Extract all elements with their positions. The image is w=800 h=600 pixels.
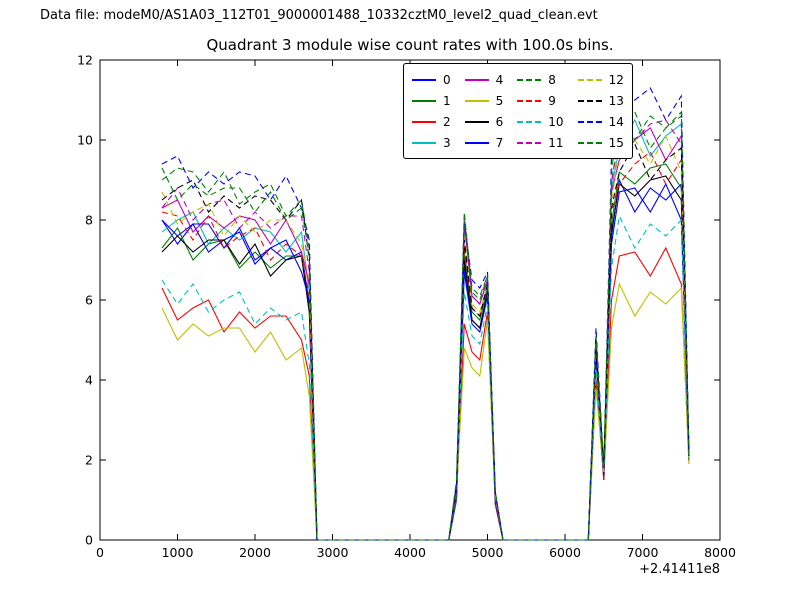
x-tick-label: 7000 [627,545,659,560]
legend-item-label: 11 [548,135,564,150]
legend-line-sample [412,141,436,144]
legend-line-sample [412,99,436,102]
legend-line-sample [464,141,489,144]
y-tick-label: 12 [77,53,93,68]
legend-item: 10 [517,111,564,132]
legend-line-sample [517,120,542,123]
chart-title: Quadrant 3 module wise count rates with … [206,36,614,54]
legend-line-sample [577,120,602,123]
x-offset-label: +2.41411e8 [639,562,720,577]
legend-line-sample [517,78,542,81]
legend-column: 12 13 14 15 [577,69,624,153]
legend-item: 8 [517,69,563,90]
legend-item: 11 [517,132,564,153]
legend-item-label: 0 [443,72,451,87]
legend-item-label: 15 [608,135,624,150]
legend-line-sample [412,120,436,123]
series-line-5 [161,282,690,541]
legend-item-label: 14 [608,114,624,129]
legend-item: 7 [464,132,504,153]
legend-item: 9 [517,90,563,111]
legend-item-label: 7 [495,135,504,150]
legend-item-label: 5 [495,93,504,108]
legend-item-label: 4 [495,72,504,87]
series-line-2 [161,246,690,541]
legend-item: 0 [412,69,451,90]
legend-line-sample [517,99,542,102]
legend-item: 13 [577,90,624,111]
x-tick-label: 1000 [162,545,194,560]
y-tick-label: 8 [85,213,93,228]
legend-item-label: 1 [443,93,451,108]
legend: 0 1 2 3 4 5 6 7 8 9 10 11 12 13 14 15 [403,63,633,159]
legend-item: 4 [464,69,504,90]
x-tick-label: 5000 [472,545,504,560]
legend-item-label: 13 [608,93,624,108]
y-tick-label: 10 [77,133,93,148]
x-tick-label: 2000 [239,545,271,560]
series-line-7 [161,182,690,541]
y-tick-label: 0 [85,533,93,548]
x-tick-label: 4000 [394,545,426,560]
legend-item: 2 [412,111,451,132]
legend-column: 0 1 2 3 [412,69,451,153]
y-tick-label: 6 [85,293,93,308]
series-line-10 [161,214,690,541]
series-line-13 [161,142,690,541]
series-line-12 [161,134,690,541]
legend-item-label: 9 [548,93,556,108]
legend-item-label: 3 [443,135,451,150]
x-tick-label: 8000 [704,545,736,560]
x-tick-label: 0 [96,545,104,560]
legend-line-sample [577,141,602,144]
legend-column: 8 9 10 11 [517,69,564,153]
x-tick-label: 3000 [317,545,349,560]
legend-item-label: 10 [548,114,564,129]
legend-column: 4 5 6 7 [464,69,504,153]
y-tick-label: 2 [85,453,93,468]
legend-item: 15 [577,132,624,153]
legend-item: 12 [577,69,624,90]
legend-line-sample [412,78,436,81]
legend-item-label: 6 [495,114,504,129]
legend-line-sample [464,120,489,123]
legend-item: 1 [412,90,451,111]
legend-item-label: 2 [443,114,451,129]
series-line-9 [161,151,690,541]
legend-line-sample [464,99,489,102]
y-tick-label: 4 [85,373,93,388]
legend-item-label: 8 [548,72,556,87]
legend-item-label: 12 [608,72,624,87]
legend-item: 14 [577,111,624,132]
legend-item: 5 [464,90,504,111]
legend-line-sample [517,141,542,144]
legend-item: 6 [464,111,504,132]
legend-line-sample [577,99,602,102]
legend-line-sample [464,78,489,81]
x-tick-label: 6000 [549,545,581,560]
data-file-label: Data file: modeM0/AS1A03_112T01_90000014… [40,8,598,23]
legend-line-sample [577,78,602,81]
legend-item: 3 [412,132,451,153]
